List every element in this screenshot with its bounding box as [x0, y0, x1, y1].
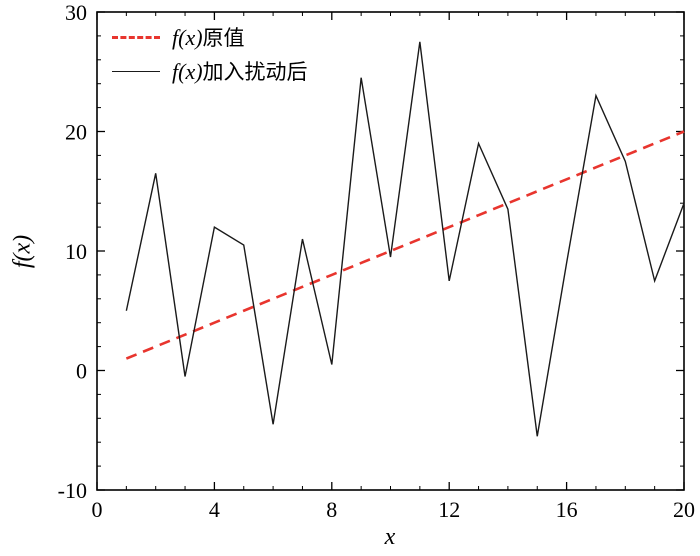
legend-label-perturbed: f(x)加入扰动后 — [172, 59, 308, 84]
legend-item-perturbed: f(x)加入扰动后 — [112, 54, 308, 88]
svg-text:0: 0 — [92, 497, 103, 522]
legend-solid-line-sample — [112, 70, 160, 72]
legend-item-original: f(x)原值 — [112, 20, 308, 54]
svg-text:20: 20 — [673, 497, 695, 522]
legend-label-original: f(x)原值 — [172, 25, 245, 50]
svg-text:4: 4 — [209, 497, 220, 522]
legend: f(x)原值 f(x)加入扰动后 — [112, 20, 308, 88]
svg-text:-10: -10 — [58, 478, 87, 503]
svg-text:30: 30 — [65, 0, 87, 25]
legend-dashed-line-sample — [112, 35, 160, 39]
y-axis-label: f(x) — [9, 234, 36, 269]
svg-text:20: 20 — [65, 120, 87, 145]
x-axis-label: x — [384, 524, 396, 550]
svg-text:12: 12 — [438, 497, 460, 522]
svg-text:8: 8 — [326, 497, 337, 522]
svg-text:16: 16 — [556, 497, 578, 522]
svg-text:10: 10 — [65, 239, 87, 264]
svg-text:0: 0 — [76, 359, 87, 384]
